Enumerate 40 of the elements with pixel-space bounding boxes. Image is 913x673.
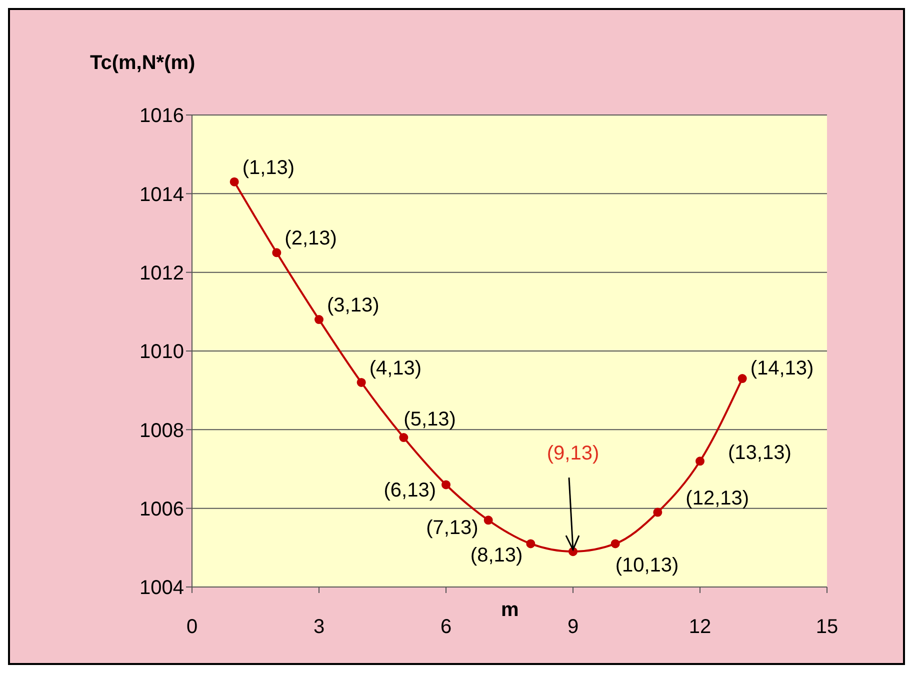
point [356,378,366,387]
point [484,516,493,525]
y-tick-label: 1008 [140,420,184,442]
annotation: (5,13) [404,408,456,431]
x-tick-label: 12 [688,616,712,638]
point [738,374,747,384]
point [442,480,450,490]
point [314,315,324,324]
y-tick-label: 1016 [140,105,184,128]
point [526,539,536,548]
point [230,177,239,186]
y-tick-label: 1006 [140,498,184,520]
point [399,433,408,442]
annotation: (9,13) [546,442,600,465]
annotation: (14,13) [750,358,814,380]
x-tick-label: 15 [816,616,838,638]
y-tick-label: 1014 [140,184,184,206]
y-tick-label: 1012 [140,262,184,284]
point [653,508,662,517]
annotation: (8,13) [470,544,523,567]
annotation: (10,13) [615,554,679,577]
annotation: (6,13) [384,480,436,502]
x-tick-label: 6 [440,616,452,638]
point [272,248,282,258]
annotation: (4,13) [369,357,422,380]
annotation: (2,13) [284,228,337,250]
y-tick-label: 1004 [140,577,184,600]
point [610,539,620,548]
x-tick-label: 3 [313,616,325,638]
annotation: (1,13) [242,156,295,179]
x-axis-title: m [501,599,519,622]
annotation: (7,13) [426,517,478,540]
y-tick-label: 1010 [140,341,184,364]
annotation: (3,13) [327,294,380,317]
x-tick-label: 9 [567,616,579,638]
annotation: (13,13) [728,442,792,464]
y-axis-title: Tc(m,N*(m) [90,52,196,75]
x-tick-label: 0 [186,616,198,638]
point [696,456,704,466]
annotation: (12,13) [686,487,750,510]
